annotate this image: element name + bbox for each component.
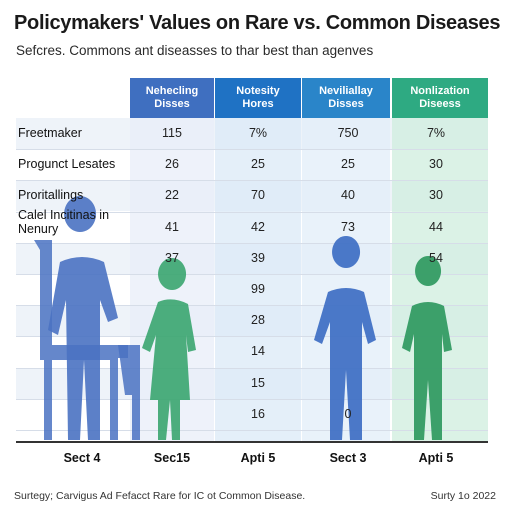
table-cell: 70 xyxy=(251,188,265,203)
table-cell: 28 xyxy=(251,313,265,328)
column-header-label: Notesity Hores xyxy=(236,85,280,110)
person-icon xyxy=(48,257,118,440)
row-divider xyxy=(16,274,488,275)
column-header: Nonlization Diseess xyxy=(392,78,488,118)
footer-label: Sect 3 xyxy=(329,451,367,465)
column-header-label: Nonlization Diseess xyxy=(410,85,470,110)
column-background xyxy=(215,118,301,441)
table-cell: 7% xyxy=(248,126,268,140)
table-cell: 54 xyxy=(429,250,443,265)
person-icon xyxy=(402,302,452,440)
source-note: Surtegy; Carvigus Ad Fefacct Rare for IC… xyxy=(14,490,306,502)
person-icon xyxy=(142,299,196,440)
table-cell: 41 xyxy=(165,219,179,234)
person-icon xyxy=(158,258,187,290)
footer-label: Apti 5 xyxy=(418,451,454,465)
row-divider xyxy=(16,398,488,400)
survey-date: Surty 1o 2022 xyxy=(430,490,496,502)
footer-label: Sect 4 xyxy=(63,451,101,465)
column-header-label: Nehecling Disses xyxy=(145,85,199,110)
table-cell: 750 xyxy=(337,126,359,140)
column-header: Neviliallay Disses xyxy=(302,78,390,118)
row-label: Freetmaker xyxy=(18,126,82,140)
column-background xyxy=(302,118,390,441)
table-cell: 7% xyxy=(426,126,446,140)
table-cell: 99 xyxy=(251,282,265,296)
footer-label: Apti 5 xyxy=(240,451,276,465)
table-cell: 30 xyxy=(429,157,443,172)
footer-label: Sec15 xyxy=(153,451,191,465)
table-cell: 15 xyxy=(251,375,265,390)
table-cell: 39 xyxy=(251,250,265,265)
row-label: Calel Incitinas in Nenury xyxy=(18,207,110,236)
table-cell: 25 xyxy=(251,157,265,172)
person-icon xyxy=(332,236,361,268)
table-cell: 26 xyxy=(165,157,179,172)
table-cell: 42 xyxy=(251,219,265,234)
table-cell: 0 xyxy=(344,406,352,421)
row-divider xyxy=(16,211,488,213)
column-header: Nehecling Disses xyxy=(130,78,214,118)
row-label: Proritallings xyxy=(18,188,84,203)
person-icon xyxy=(314,288,376,440)
table-cell: 115 xyxy=(162,126,182,140)
chair-icon xyxy=(34,240,128,440)
row-divider xyxy=(16,149,488,151)
table-cell: 73 xyxy=(341,219,355,234)
page-subtitle: Sefcres. Commons ant diseasses to thar b… xyxy=(16,43,374,58)
chair-icon xyxy=(118,345,140,440)
person-icon xyxy=(64,196,97,232)
table-cell: 30 xyxy=(429,188,443,203)
table-cell: 22 xyxy=(165,188,179,203)
row-label: Progunct Lesates xyxy=(18,157,116,172)
table-cell: 37 xyxy=(165,250,179,265)
row-divider xyxy=(16,336,488,338)
row-divider xyxy=(16,367,488,369)
table-cell: 25 xyxy=(341,157,355,172)
row-divider xyxy=(16,305,488,307)
table-baseline xyxy=(16,441,488,443)
table-cell: 40 xyxy=(341,188,355,203)
column-header: Notesity Hores xyxy=(215,78,301,118)
row-divider xyxy=(16,180,488,182)
page-title: Policymakers' Values on Rare vs. Common … xyxy=(14,12,501,34)
row-divider xyxy=(16,242,488,244)
table-cell: 14 xyxy=(251,344,265,359)
person-icon xyxy=(415,256,442,286)
table-cell: 16 xyxy=(251,406,265,421)
column-header-label: Neviliallay Disses xyxy=(319,85,373,110)
row-divider xyxy=(16,430,488,431)
table-cell: 44 xyxy=(429,219,443,234)
